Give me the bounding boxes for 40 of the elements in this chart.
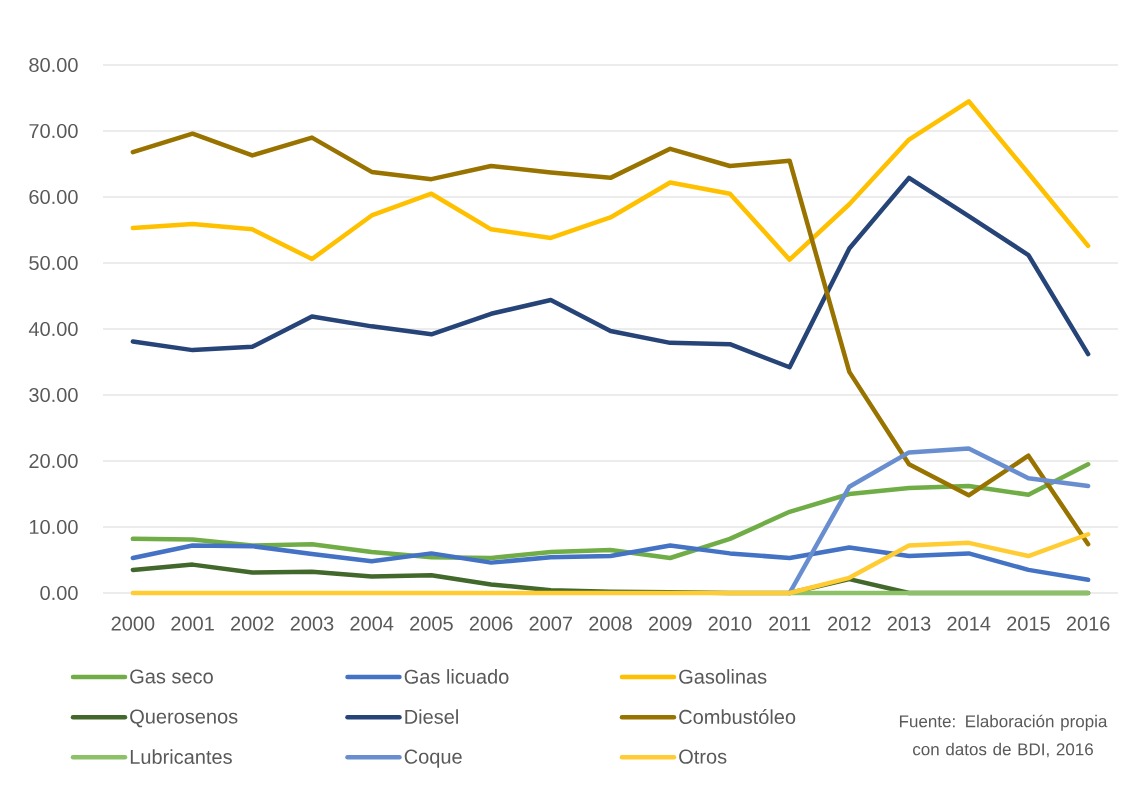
legend-label: Lubricantes <box>130 749 232 764</box>
y-tick-label: 20.00 <box>29 453 78 469</box>
line-series <box>130 543 1091 583</box>
x-tick-label: 2015 <box>1007 616 1050 631</box>
y-tick-label: 30.00 <box>29 387 78 403</box>
x-tick-label: 2012 <box>828 616 871 631</box>
x-tick-label: 2010 <box>708 616 752 631</box>
x-tick-label: 2007 <box>529 616 573 631</box>
x-tick-label: 2016 <box>1066 616 1110 631</box>
x-tick-label: 2000 <box>111 616 155 631</box>
x-tick-label: 2006 <box>469 616 513 631</box>
legend-label: Gas licuado <box>404 669 509 684</box>
legend-label: Coque <box>404 749 462 768</box>
y-tick-label: 60.00 <box>29 189 78 205</box>
line-series <box>130 175 1091 370</box>
legend-label: Querosenos <box>130 709 238 728</box>
y-tick-label: 50.00 <box>29 255 78 271</box>
x-tick-label: 2014 <box>947 616 991 631</box>
y-tick-label: 70.00 <box>29 123 78 139</box>
x-tick-label: 2011 <box>769 616 811 631</box>
line-series <box>130 99 1091 262</box>
legend-label: Gasolinas <box>679 669 767 684</box>
y-tick-label: 40.00 <box>28 321 78 337</box>
legend-label: Otros <box>679 749 727 764</box>
x-tick-label: 2004 <box>350 616 394 631</box>
x-tick-label: 2009 <box>648 616 692 631</box>
x-tick-label: 2003 <box>290 616 334 631</box>
legend-label: Combustóleo <box>679 709 796 725</box>
x-tick-label: 2013 <box>887 616 931 631</box>
line-series <box>130 131 1091 547</box>
x-tick-label: 2001 <box>171 616 214 631</box>
source-note: Fuente: Elaboración propia con datos de BDI, 2016 <box>899 714 1108 758</box>
y-tick-label: 10.00 <box>29 519 78 535</box>
x-tick-label: 2005 <box>410 616 453 631</box>
x-tick-label: 2008 <box>589 616 632 631</box>
y-tick-label: 0.00 <box>40 585 78 601</box>
x-tick-label: 2002 <box>231 616 274 631</box>
legend-label: Gas seco <box>130 669 213 684</box>
legend-label: Diesel <box>405 709 458 724</box>
y-tick-label: 80.00 <box>29 57 78 73</box>
